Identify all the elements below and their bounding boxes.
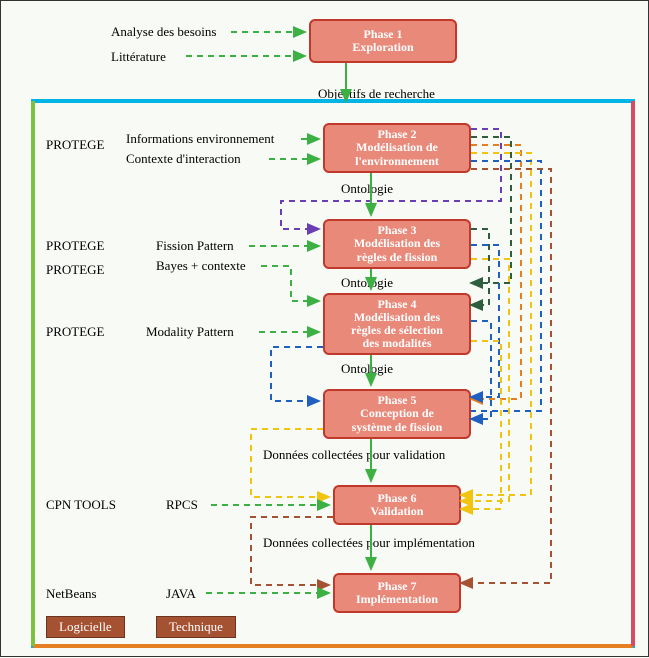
phase4-s3: des modalités	[331, 337, 463, 350]
phase3-box: Phase 3 Modélisation des règles de fissi…	[323, 219, 471, 269]
tool-protege3: PROTEGE	[46, 262, 105, 278]
phase2-s1: Modélisation de	[331, 141, 463, 154]
phase3-s1: Modélisation des	[331, 237, 463, 250]
phase6-sub: Validation	[341, 505, 453, 518]
phase7-box: Phase 7 Implémentation	[333, 573, 461, 613]
tool-netbeans: NetBeans	[46, 586, 97, 602]
label-fission-pattern: Fission Pattern	[156, 238, 234, 254]
label-litterature: Littérature	[111, 49, 166, 65]
label-objectifs: Objectifs de recherche	[318, 86, 435, 102]
label-modality-pattern: Modality Pattern	[146, 324, 234, 340]
phase1-sub: Exploration	[317, 41, 449, 54]
label-donnees-valid: Données collectées pour validation	[263, 447, 445, 463]
phase4-box: Phase 4 Modélisation des règles de sélec…	[323, 293, 471, 355]
label-contexte-int: Contexte d'interaction	[126, 151, 241, 167]
label-ontologie2: Ontologie	[341, 275, 393, 291]
phase6-box: Phase 6 Validation	[333, 485, 461, 525]
label-bayes: Bayes + contexte	[156, 258, 246, 274]
phase5-box: Phase 5 Conception de système de fission	[323, 389, 471, 439]
label-ontologie3: Ontologie	[341, 361, 393, 377]
legend-technique: Technique	[156, 616, 236, 638]
label-info-env: Informations environnement	[126, 131, 274, 147]
label-rpcs: RPCS	[166, 497, 198, 513]
phase2-s2: l'environnement	[331, 155, 463, 168]
tool-protege4: PROTEGE	[46, 324, 105, 340]
legend-logicielle: Logicielle	[46, 616, 125, 638]
phase3-s2: règles de fission	[331, 251, 463, 264]
label-java: JAVA	[166, 586, 196, 602]
phase2-box: Phase 2 Modélisation de l'environnement	[323, 123, 471, 173]
phase5-s1: Conception de	[331, 407, 463, 420]
tool-protege1: PROTEGE	[46, 137, 105, 153]
phase7-sub: Implémentation	[341, 593, 453, 606]
label-analyse: Analyse des besoins	[111, 24, 216, 40]
phase4-title: Phase 4	[331, 298, 463, 311]
phase1-box: Phase 1 Exploration	[309, 19, 457, 63]
tool-cpn: CPN TOOLS	[46, 497, 116, 513]
label-donnees-impl: Données collectées pour implémentation	[263, 535, 475, 551]
label-ontologie1: Ontologie	[341, 181, 393, 197]
phase5-s2: système de fission	[331, 421, 463, 434]
tool-protege2: PROTEGE	[46, 238, 105, 254]
